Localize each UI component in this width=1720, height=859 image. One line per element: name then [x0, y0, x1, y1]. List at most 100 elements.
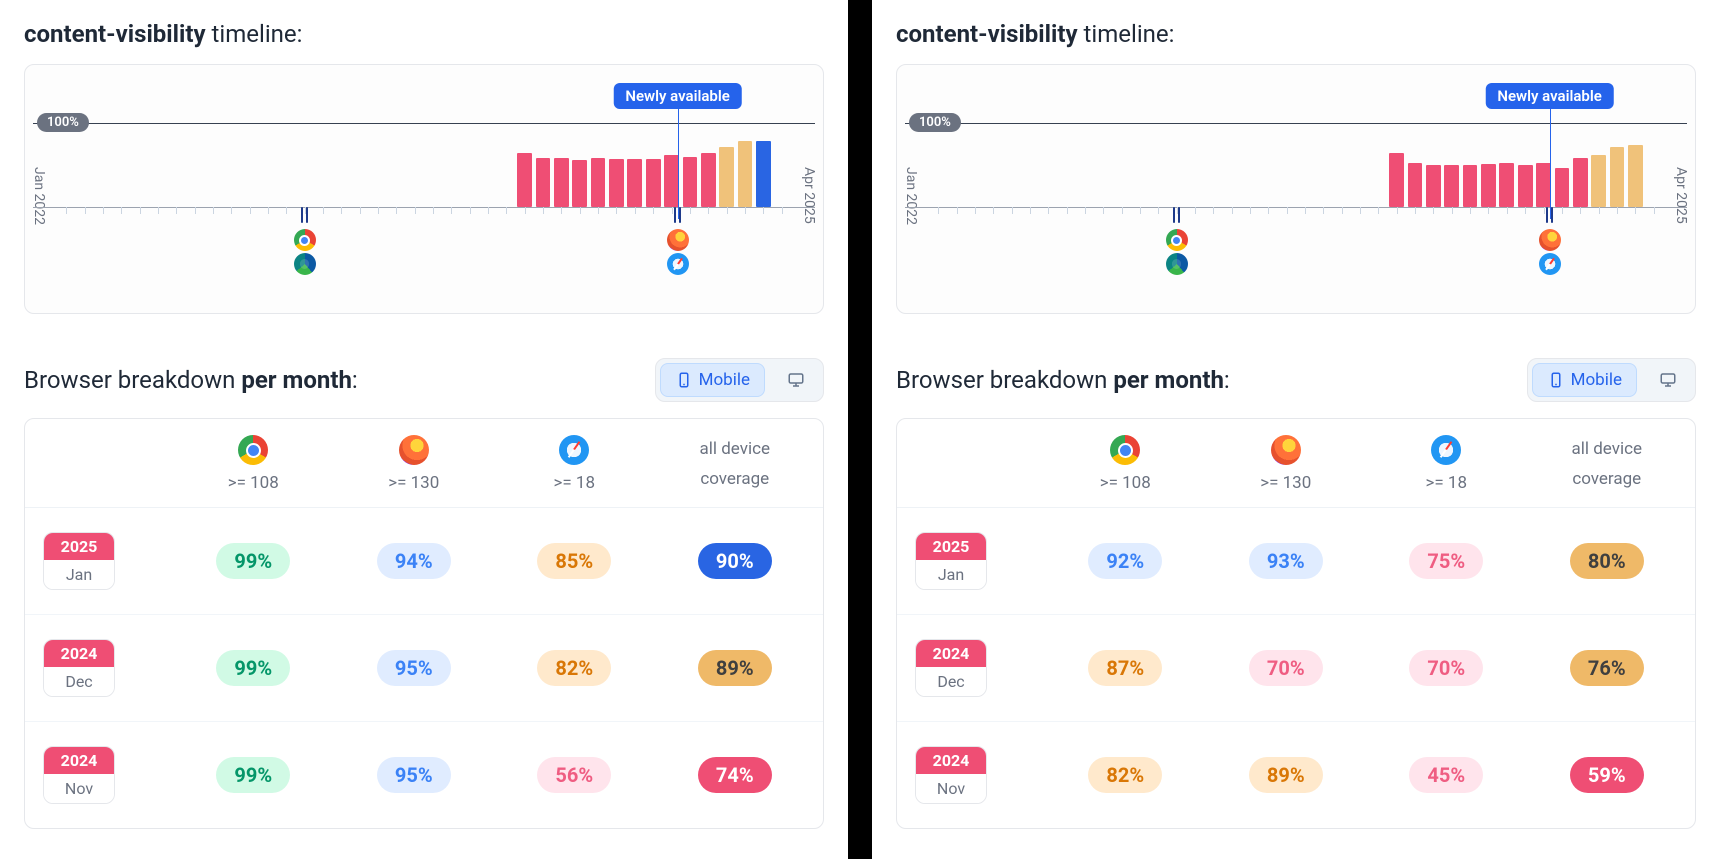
panel-left: content-visibility timeline:Jan 2022Apr … — [0, 0, 848, 859]
hundred-percent-line — [33, 123, 815, 124]
date-year: 2024 — [44, 640, 114, 667]
date-year: 2025 — [916, 533, 986, 560]
breakdown-table: >= 108 >= 130 >= 18 all devicecoverage 2025J… — [896, 418, 1696, 829]
date-chip: 2025Jan — [43, 532, 115, 590]
device-toggle: Mobile — [1527, 358, 1696, 402]
table-row: 2025Jan92%93%75%80% — [897, 508, 1695, 615]
safari-icon — [667, 253, 689, 275]
table-row: 2025Jan99%94%85%90% — [25, 508, 823, 615]
date-month: Dec — [44, 667, 114, 696]
timeline-bar — [591, 158, 606, 207]
chrome-icon — [238, 435, 268, 465]
chrome-icon — [1166, 229, 1188, 251]
timeline-bar — [701, 153, 716, 207]
browser-version-label: >= 18 — [1425, 473, 1467, 493]
percentage-pill: 89% — [698, 650, 772, 686]
breakdown-header: Browser breakdown per month: Mobile — [896, 358, 1696, 402]
percentage-pill: 89% — [1249, 757, 1323, 793]
percentage-pill: 80% — [1570, 543, 1644, 579]
browser-version-label: >= 130 — [1260, 473, 1311, 493]
percentage-pill: 99% — [216, 757, 290, 793]
toggle-mobile[interactable]: Mobile — [660, 363, 765, 397]
timeline-bar — [554, 158, 569, 207]
table-header: >= 108>= 130>= 18all devicecoverage — [25, 419, 823, 508]
timeline-bar — [609, 159, 624, 207]
newly-available-badge: Newly available — [1485, 83, 1614, 109]
date-chip: 2025Jan — [915, 532, 987, 590]
safari-icon — [559, 435, 589, 465]
timeline-bar — [738, 141, 753, 207]
table-row: 2024Nov82%89%45%59% — [897, 722, 1695, 828]
timeline-bar — [536, 158, 551, 207]
chrome-icon — [1110, 435, 1140, 465]
browser-release-marker — [667, 207, 689, 275]
breakdown-title: Browser breakdown per month: — [896, 366, 1230, 394]
percentage-pill: 85% — [537, 543, 611, 579]
panel-right: content-visibility timeline:Jan 2022Apr … — [872, 0, 1720, 859]
table-column-header: >= 108 — [1045, 435, 1206, 493]
percentage-pill: 95% — [377, 650, 451, 686]
axis-start-label: Jan 2022 — [903, 167, 919, 225]
timeline-bar — [664, 155, 679, 207]
coverage-header: all devicecoverage — [1527, 438, 1688, 490]
device-toggle: Mobile — [655, 358, 824, 402]
table-column-header: >= 18 — [494, 435, 655, 493]
bars-container — [57, 123, 791, 207]
timeline-bar — [572, 160, 587, 207]
percentage-pill: 70% — [1409, 650, 1483, 686]
hundred-percent-line — [905, 123, 1687, 124]
table-row: 2024Dec99%95%82%89% — [25, 615, 823, 722]
edge-icon — [294, 253, 316, 275]
toggle-mobile-label: Mobile — [699, 370, 750, 390]
table-column-header: >= 130 — [334, 435, 495, 493]
date-year: 2024 — [916, 640, 986, 667]
date-chip: 2024Dec — [915, 639, 987, 697]
percentage-pill: 95% — [377, 757, 451, 793]
timeline-bar — [1536, 163, 1551, 207]
safari-icon — [1431, 435, 1461, 465]
percentage-pill: 74% — [698, 757, 772, 793]
date-month: Nov — [916, 774, 986, 803]
date-year: 2024 — [916, 747, 986, 774]
percentage-pill: 45% — [1409, 757, 1483, 793]
toggle-desktop[interactable] — [773, 365, 819, 395]
table-header: >= 108 >= 130 >= 18 all devicecoverage — [897, 419, 1695, 508]
percentage-pill: 99% — [216, 543, 290, 579]
date-month: Jan — [916, 560, 986, 589]
toggle-mobile[interactable]: Mobile — [1532, 363, 1637, 397]
timeline-bar — [627, 159, 642, 207]
feature-name: content-visibility — [896, 20, 1078, 48]
timeline-title: content-visibility timeline: — [24, 20, 824, 48]
date-month: Dec — [916, 667, 986, 696]
safari-icon — [1539, 253, 1561, 275]
timeline-bar — [1555, 168, 1570, 207]
percentage-pill: 90% — [698, 543, 772, 579]
timeline-bar — [1573, 158, 1588, 207]
timeline-bar — [1426, 165, 1441, 207]
percentage-pill: 82% — [1088, 757, 1162, 793]
browser-release-marker — [1166, 207, 1188, 275]
date-chip: 2024Dec — [43, 639, 115, 697]
firefox-icon — [667, 229, 689, 251]
breakdown-table: >= 108>= 130>= 18all devicecoverage 2025J… — [24, 418, 824, 829]
hundred-percent-badge: 100% — [909, 113, 961, 132]
toggle-mobile-label: Mobile — [1571, 370, 1622, 390]
toggle-desktop[interactable] — [1645, 365, 1691, 395]
percentage-pill: 82% — [537, 650, 611, 686]
timeline-bar — [1628, 145, 1643, 207]
edge-icon — [1166, 253, 1188, 275]
table-row: 2024Dec87%70%70%76% — [897, 615, 1695, 722]
timeline-bar — [1481, 164, 1496, 207]
date-chip: 2024Nov — [915, 746, 987, 804]
percentage-pill: 92% — [1088, 543, 1162, 579]
timeline-bar — [1389, 153, 1404, 207]
date-month: Nov — [44, 774, 114, 803]
coverage-header: all devicecoverage — [655, 438, 816, 490]
browser-version-label: >= 108 — [1100, 473, 1151, 493]
date-year: 2025 — [44, 533, 114, 560]
timeline-title-suffix: timeline: — [1078, 20, 1175, 48]
date-chip: 2024Nov — [43, 746, 115, 804]
timeline-bar — [517, 153, 532, 207]
table-column-header: >= 130 — [1206, 435, 1367, 493]
table-column-header: >= 108 — [173, 435, 334, 493]
